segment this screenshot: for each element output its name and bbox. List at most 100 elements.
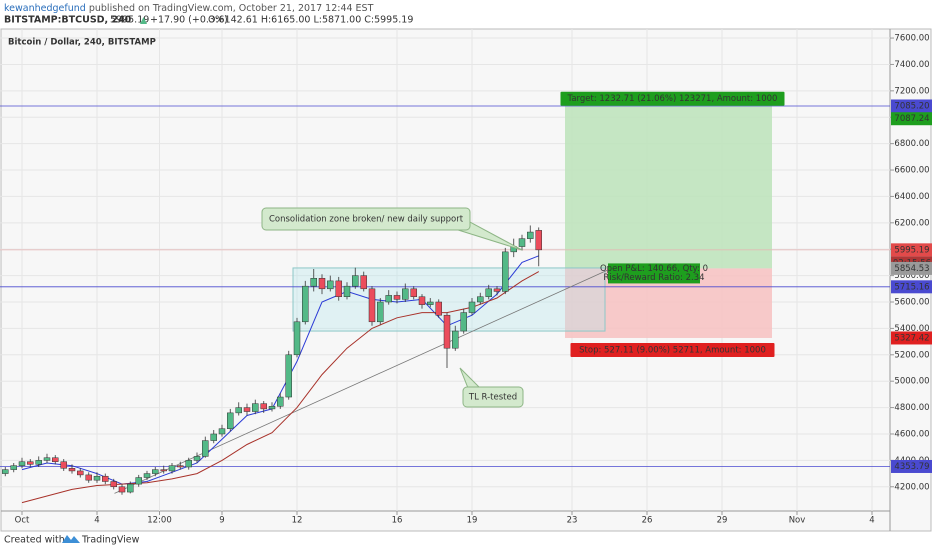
candle-body [27, 461, 34, 465]
candle-body [418, 296, 426, 305]
candle-body [77, 470, 84, 476]
candle-body [93, 475, 101, 481]
candle-body [443, 314, 451, 349]
x-tick-label: 12:00 [147, 516, 172, 526]
header-line: kewanhedgefund published on TradingView.… [4, 3, 374, 14]
candle-body [393, 295, 401, 300]
x-tick-label: 12 [292, 516, 303, 526]
candle-body [85, 474, 92, 481]
moving-average [21, 271, 540, 504]
candle-body [493, 288, 501, 292]
chart-title: Bitcoin / Dollar, 240, BITSTAMP [8, 38, 156, 48]
x-tick-label: 29 [717, 516, 728, 526]
candle-body [252, 403, 259, 412]
candle-body [502, 251, 509, 292]
x-tick-label: Nov [789, 516, 806, 526]
y-tick-label: 4600.00 [894, 429, 929, 439]
candle-body [68, 468, 76, 472]
y-tick-label: 6400.00 [894, 192, 929, 202]
candle-body [235, 407, 242, 414]
candle-body [343, 285, 351, 297]
target-zone [565, 105, 772, 269]
candle-body [18, 461, 26, 466]
candle-body [385, 295, 392, 303]
level-label: 4353.79 [894, 462, 929, 472]
target-price-label-bg [891, 112, 932, 126]
y-tick-label: 6800.00 [894, 139, 929, 149]
candle-body [477, 296, 484, 303]
candle-body [302, 285, 309, 323]
ohlc: O:6142.61 H:6165.00 L:5871.00 C:5995.19 [208, 15, 413, 26]
candle-body [368, 288, 376, 323]
target-label: Target: 1232.71 (21.06%) 123271, Amount:… [567, 94, 778, 104]
y-tick-label: 7400.00 [894, 60, 929, 70]
candle-body [135, 477, 142, 485]
level-label: 5715.16 [894, 282, 929, 292]
stop-label-box [570, 342, 775, 357]
x-tick-label: Oct [15, 516, 30, 526]
candle-body [177, 465, 184, 468]
y-tick-label: 5200.00 [894, 350, 929, 360]
current-price-label-bg [891, 243, 932, 257]
candle-body [193, 456, 201, 461]
footer-brand: TradingView [81, 535, 140, 546]
candle-body [168, 465, 176, 472]
logo [62, 535, 80, 543]
pnl-box [608, 263, 700, 284]
pnl-label: Open P&L: 140.66, Qty: 0 [600, 264, 708, 274]
y-tick-label: 5800.00 [894, 271, 929, 281]
candle-body [435, 301, 442, 316]
y-tick-label: 5600.00 [894, 298, 929, 308]
x-tick-label: 19 [467, 516, 478, 526]
candle-body [402, 288, 409, 300]
candle-body [143, 473, 151, 478]
price: 5995.19 [110, 15, 149, 26]
candle-body [2, 469, 9, 474]
candle-body [43, 457, 51, 461]
candle-body [468, 301, 476, 313]
y-tick-label: 5400.00 [894, 324, 929, 334]
candle-body [52, 457, 59, 462]
candle-body [260, 403, 267, 410]
candle-body [10, 465, 17, 470]
candle-body [243, 407, 251, 412]
y-tick-label: 7600.00 [894, 34, 929, 44]
level-label: 7085.20 [894, 101, 929, 111]
candle-body [160, 469, 167, 472]
candle-body [35, 460, 42, 465]
candle-body [410, 288, 417, 297]
moving-average [21, 255, 539, 485]
candle-body [127, 483, 134, 493]
x-tick-label: 26 [642, 516, 653, 526]
candle-body [202, 440, 209, 457]
up-arrow [140, 17, 147, 24]
target-price-label: 7087.24 [894, 114, 929, 124]
candle-body [185, 460, 192, 468]
stop-label: Stop: 527.11 (9.00%) 52711, Amount: 1000 [579, 345, 766, 355]
callout-box [462, 386, 524, 408]
candle-body [210, 433, 217, 441]
x-tick-label: 4 [869, 516, 874, 526]
footer-created: Created with [4, 535, 65, 546]
candle-body [310, 277, 317, 287]
target-label-box [560, 91, 785, 106]
candle-body [535, 230, 542, 251]
y-tick-label: 7200.00 [894, 86, 929, 96]
level-label-bg [891, 459, 932, 473]
stop-price-label: 5327.42 [894, 333, 929, 343]
x-tick-label: 9 [219, 516, 224, 526]
candle-body [118, 486, 126, 493]
current-price-label: 5995.19 [894, 245, 929, 255]
y-tick-label: 4800.00 [894, 403, 929, 413]
candle-body [327, 280, 334, 290]
level-label-bg [891, 280, 932, 294]
candle-body [285, 354, 292, 398]
candle-body [277, 396, 284, 407]
y-tick-label: 4200.00 [894, 482, 929, 492]
rr-label: Risk/Reward Ratio: 2.34 [603, 273, 704, 283]
y-tick-label: 5000.00 [894, 377, 929, 387]
candle-body [318, 277, 326, 290]
candle-body [352, 275, 359, 287]
y-tick-label: 6600.00 [894, 166, 929, 176]
author: kewanhedgefund [4, 3, 86, 14]
